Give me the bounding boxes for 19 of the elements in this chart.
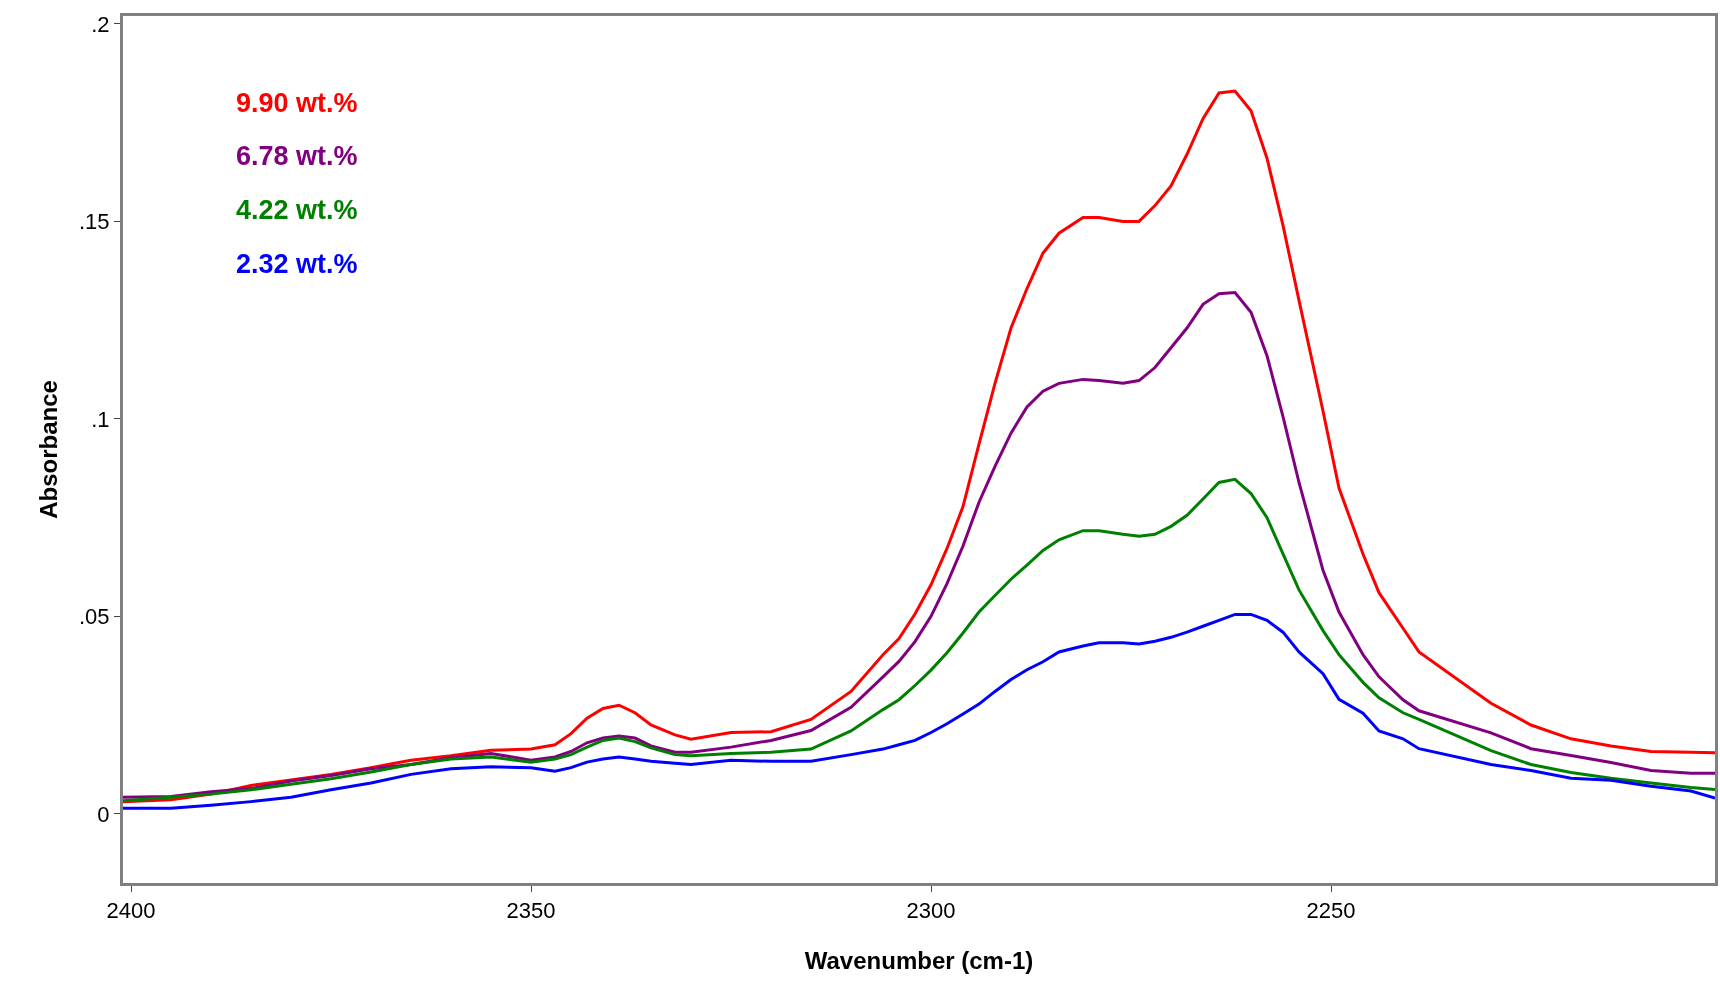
line-series — [123, 612, 1715, 810]
x-tick-label: 2350 — [506, 898, 556, 924]
x-axis-title: Wavenumber (cm-1) — [804, 946, 1034, 974]
text: 4.22 wt.% — [236, 195, 358, 225]
y-axis-title: Absorbance — [35, 380, 63, 519]
y-tick-label: .15 — [79, 209, 110, 235]
line-series — [123, 89, 1715, 804]
text: 9.90 wt.% — [236, 88, 358, 118]
y-tick-label: .05 — [79, 604, 110, 630]
line-series — [123, 290, 1715, 799]
text: 2.32 wt.% — [236, 249, 358, 279]
y-tick-label: .1 — [91, 406, 110, 432]
y-tick-label: 0 — [97, 801, 110, 827]
x-tick-label: 2400 — [106, 898, 156, 924]
x-tick-label: 2300 — [906, 898, 956, 924]
x-tick-label: 2250 — [1306, 898, 1356, 924]
line-series — [123, 477, 1715, 803]
y-tick-label: .2 — [91, 11, 110, 37]
text: 6.78 wt.% — [236, 141, 358, 171]
